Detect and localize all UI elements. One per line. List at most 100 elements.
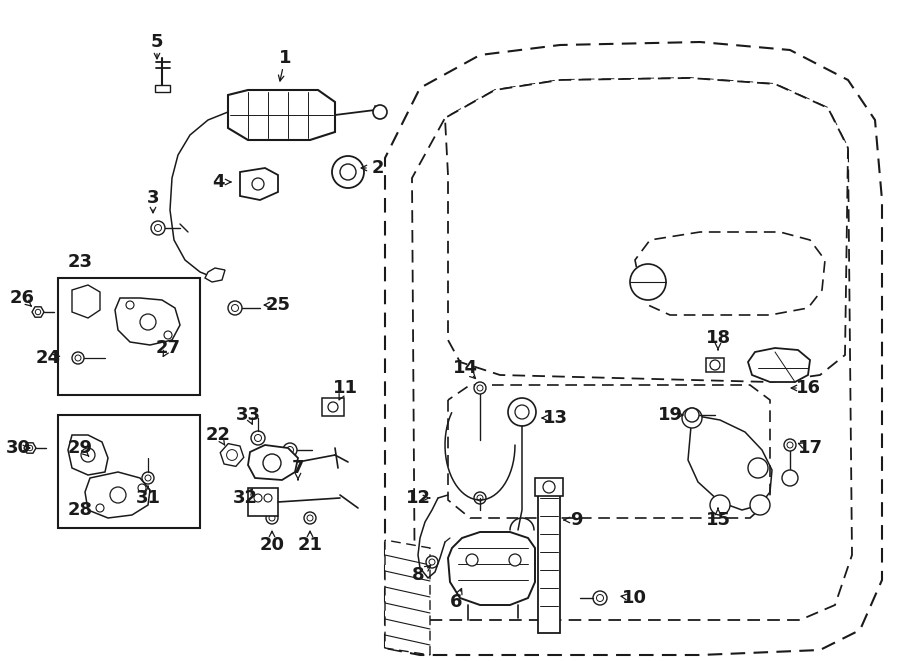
Circle shape	[466, 554, 478, 566]
Text: 26: 26	[10, 289, 34, 307]
Text: 16: 16	[796, 379, 821, 397]
Polygon shape	[448, 532, 535, 605]
Bar	[535, 478, 563, 496]
Text: 1: 1	[279, 49, 292, 67]
Circle shape	[251, 431, 265, 445]
Polygon shape	[240, 168, 278, 200]
Circle shape	[307, 515, 313, 521]
Circle shape	[340, 164, 356, 180]
Circle shape	[264, 494, 272, 502]
Circle shape	[515, 405, 529, 419]
Polygon shape	[448, 385, 770, 518]
Text: 29: 29	[68, 439, 93, 457]
Text: 25: 25	[266, 296, 291, 314]
Circle shape	[142, 472, 154, 484]
Text: 28: 28	[68, 501, 93, 519]
Bar	[58, 415, 200, 528]
Circle shape	[151, 221, 165, 235]
Circle shape	[35, 309, 40, 315]
Circle shape	[710, 360, 720, 370]
Circle shape	[254, 494, 262, 502]
Polygon shape	[24, 443, 36, 453]
Text: 32: 32	[232, 489, 257, 507]
Circle shape	[630, 264, 666, 300]
Circle shape	[164, 331, 172, 339]
Text: 9: 9	[570, 511, 582, 529]
Polygon shape	[115, 298, 180, 345]
Circle shape	[110, 487, 126, 503]
Polygon shape	[68, 435, 108, 475]
Bar	[58, 278, 200, 395]
Polygon shape	[445, 78, 848, 382]
Circle shape	[263, 454, 281, 472]
Polygon shape	[385, 42, 882, 655]
Circle shape	[429, 559, 435, 565]
Circle shape	[27, 446, 32, 451]
Text: 33: 33	[236, 406, 260, 424]
Circle shape	[227, 449, 238, 461]
Text: 23: 23	[68, 253, 93, 271]
Text: 31: 31	[136, 489, 160, 507]
Circle shape	[81, 448, 95, 462]
Text: 30: 30	[5, 439, 31, 457]
Circle shape	[787, 442, 793, 448]
Circle shape	[145, 475, 151, 481]
Circle shape	[508, 398, 536, 426]
Circle shape	[509, 554, 521, 566]
Circle shape	[126, 301, 134, 309]
Circle shape	[543, 481, 555, 493]
Polygon shape	[85, 472, 150, 518]
Circle shape	[474, 492, 486, 504]
Text: 24: 24	[35, 349, 60, 367]
Text: 8: 8	[411, 566, 424, 584]
Circle shape	[748, 458, 768, 478]
Text: 3: 3	[147, 189, 159, 207]
Circle shape	[140, 314, 156, 330]
Circle shape	[269, 515, 275, 521]
Circle shape	[784, 439, 796, 451]
Bar	[706, 358, 724, 372]
Circle shape	[155, 225, 161, 231]
Circle shape	[474, 382, 486, 394]
Text: 14: 14	[453, 359, 478, 377]
Text: 18: 18	[706, 329, 731, 347]
Polygon shape	[748, 348, 810, 382]
Polygon shape	[155, 85, 170, 92]
Circle shape	[710, 495, 730, 515]
Bar	[248, 488, 278, 516]
Circle shape	[426, 556, 438, 568]
Circle shape	[72, 352, 84, 364]
Circle shape	[286, 446, 293, 453]
Text: 4: 4	[212, 173, 224, 191]
Text: 7: 7	[292, 459, 304, 477]
Circle shape	[75, 355, 81, 361]
Polygon shape	[220, 444, 244, 467]
Text: 10: 10	[622, 589, 646, 607]
Text: 19: 19	[658, 406, 682, 424]
Text: 17: 17	[797, 439, 823, 457]
Circle shape	[328, 402, 338, 412]
Text: 11: 11	[332, 379, 357, 397]
Polygon shape	[205, 268, 225, 282]
Circle shape	[231, 305, 239, 311]
Circle shape	[255, 434, 262, 442]
Text: 15: 15	[706, 511, 731, 529]
Polygon shape	[228, 90, 335, 140]
Text: 20: 20	[259, 536, 284, 554]
Text: 2: 2	[372, 159, 384, 177]
Circle shape	[304, 512, 316, 524]
Polygon shape	[72, 285, 100, 318]
Polygon shape	[32, 307, 44, 317]
Circle shape	[96, 504, 104, 512]
Circle shape	[373, 105, 387, 119]
Bar	[322, 398, 344, 416]
Polygon shape	[635, 232, 825, 315]
Bar	[538, 488, 560, 633]
Circle shape	[138, 484, 146, 492]
Polygon shape	[385, 540, 430, 655]
Circle shape	[252, 178, 264, 190]
Circle shape	[228, 301, 242, 315]
Text: 6: 6	[450, 593, 463, 611]
Text: 12: 12	[406, 489, 430, 507]
Circle shape	[283, 443, 297, 457]
